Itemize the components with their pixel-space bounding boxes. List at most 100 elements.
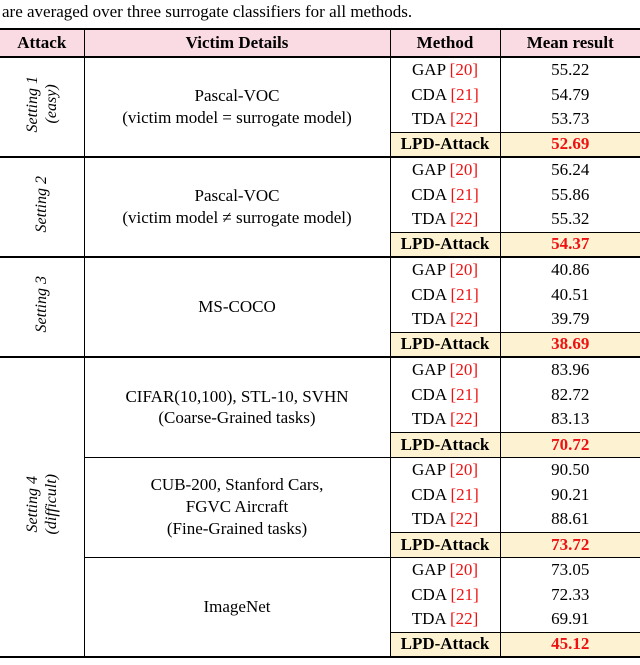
setting-2-label-cell: Setting 2	[0, 156, 84, 258]
method-cell: TDA [22]	[389, 207, 500, 233]
results-table: Attack Victim Details Method Mean result…	[0, 28, 640, 659]
method-label: LPD-Attack	[400, 534, 490, 554]
citation-ref: [20]	[449, 260, 478, 280]
table-row: Setting 2 Pascal-VOC (victim model ≠ sur…	[0, 156, 640, 258]
table-row: CDA [21] 55.86	[0, 182, 640, 208]
method-label: GAP	[412, 360, 446, 380]
method-cell: GAP [20]	[389, 156, 500, 183]
table-row: TDA [22] 69.91	[0, 607, 640, 633]
victim-line: CUB-200, Stanford Cars,	[150, 475, 324, 495]
method-cell: LPD-Attack	[389, 431, 500, 458]
victim-details: CUB-200, Stanford Cars, FGVC Aircraft (F…	[83, 456, 390, 558]
setting-name: Setting 2	[33, 176, 51, 233]
victim-line: (Fine-Grained tasks)	[166, 518, 308, 538]
table-row: TDA [22] 53.73	[0, 107, 640, 133]
citation-ref: [21]	[450, 384, 479, 404]
method-label: GAP	[412, 260, 446, 280]
method-label: TDA	[411, 209, 446, 229]
victim-line: FGVC Aircraft	[185, 497, 289, 517]
citation-ref: [20]	[449, 60, 478, 80]
citation-ref: [21]	[450, 584, 479, 604]
method-label: TDA	[411, 109, 446, 129]
table-row-highlighted: LPD-Attack 38.69	[0, 331, 640, 358]
table-row: CDA [21] 90.21	[0, 482, 640, 508]
result-cell: 55.32	[499, 207, 640, 233]
citation-ref: [22]	[449, 209, 479, 229]
method-label: GAP	[412, 160, 446, 180]
table-row-highlighted: LPD-Attack 73.72	[0, 531, 640, 558]
method-cell: CDA [21]	[389, 82, 500, 108]
method-label: LPD-Attack	[400, 234, 490, 254]
setting-3-label-cell: Setting 3	[0, 256, 84, 358]
method-cell: LPD-Attack	[389, 531, 500, 558]
method-label: CDA	[411, 184, 447, 204]
citation-ref: [21]	[450, 84, 479, 104]
method-cell: CDA [21]	[389, 382, 500, 408]
setting-label-rotated: Setting 2	[32, 176, 51, 232]
result-cell: 90.21	[499, 482, 640, 508]
method-cell: CDA [21]	[389, 482, 500, 508]
method-cell: GAP [20]	[389, 556, 500, 583]
method-cell: TDA [22]	[389, 407, 500, 433]
result-cell: 40.86	[499, 256, 640, 283]
method-cell: LPD-Attack	[389, 131, 500, 158]
table-row: Setting 4 (difficult) CIFAR(10,100), STL…	[0, 356, 640, 658]
method-label: TDA	[411, 309, 446, 329]
result-cell: 73.72	[499, 531, 640, 558]
method-cell: TDA [22]	[389, 107, 500, 133]
setting-label-rotated: Setting 3	[32, 276, 51, 332]
citation-ref: [21]	[450, 484, 479, 504]
table-row: CUB-200, Stanford Cars, FGVC Aircraft (F…	[0, 456, 640, 558]
method-cell: GAP [20]	[389, 256, 500, 283]
method-cell: LPD-Attack	[389, 231, 500, 258]
citation-ref: [22]	[449, 409, 479, 429]
citation-ref: [21]	[450, 284, 479, 304]
result-cell: 53.73	[499, 107, 640, 133]
table-row-highlighted: LPD-Attack 54.37	[0, 231, 640, 258]
victim-line: Pascal-VOC	[194, 86, 280, 106]
method-cell: CDA [21]	[389, 282, 500, 308]
victim-line: MS-COCO	[198, 297, 276, 317]
setting-difficulty: (easy)	[42, 85, 60, 125]
table-row-highlighted: LPD-Attack 52.69	[0, 131, 640, 158]
method-label: LPD-Attack	[400, 634, 490, 654]
method-cell: GAP [20]	[389, 456, 500, 483]
result-cell: 40.51	[499, 282, 640, 308]
result-cell: 72.33	[499, 582, 640, 608]
method-label: GAP	[412, 60, 446, 80]
column-header-victim-details: Victim Details	[83, 29, 390, 58]
result-cell: 56.24	[499, 156, 640, 183]
result-cell: 55.22	[499, 56, 640, 83]
table-row-highlighted: LPD-Attack 45.12	[0, 631, 640, 658]
table-row: TDA [22] 55.32	[0, 207, 640, 233]
result-cell: 38.69	[499, 331, 640, 358]
table-row: TDA [22] 88.61	[0, 507, 640, 533]
method-label: GAP	[412, 459, 446, 479]
setting-difficulty: (difficult)	[42, 474, 60, 535]
method-label: CDA	[411, 284, 447, 304]
victim-details: Pascal-VOC (victim model = surrogate mod…	[83, 56, 390, 158]
result-cell: 69.91	[499, 607, 640, 633]
method-label: LPD-Attack	[400, 334, 490, 354]
victim-details: CIFAR(10,100), STL-10, SVHN (Coarse-Grai…	[83, 356, 390, 458]
result-cell: 70.72	[499, 431, 640, 458]
result-cell: 88.61	[499, 507, 640, 533]
result-cell: 39.79	[499, 307, 640, 333]
result-cell: 83.96	[499, 356, 640, 383]
method-cell: LPD-Attack	[389, 631, 500, 658]
table-row: CDA [21] 54.79	[0, 82, 640, 108]
citation-ref: [22]	[449, 109, 479, 129]
victim-details: Pascal-VOC (victim model ≠ surrogate mod…	[83, 156, 390, 258]
result-cell: 54.37	[499, 231, 640, 258]
citation-ref: [22]	[449, 509, 479, 529]
method-label: GAP	[412, 559, 446, 579]
method-cell: GAP [20]	[389, 56, 500, 83]
method-label: CDA	[411, 384, 447, 404]
column-header-method: Method	[389, 29, 500, 58]
setting-1-label-cell: Setting 1 (easy)	[0, 56, 84, 158]
method-label: LPD-Attack	[400, 134, 490, 154]
citation-ref: [22]	[449, 309, 479, 329]
method-cell: TDA [22]	[389, 607, 500, 633]
table-row: TDA [22] 39.79	[0, 307, 640, 333]
table-row: ImageNet GAP [20] 73.05	[0, 556, 640, 658]
